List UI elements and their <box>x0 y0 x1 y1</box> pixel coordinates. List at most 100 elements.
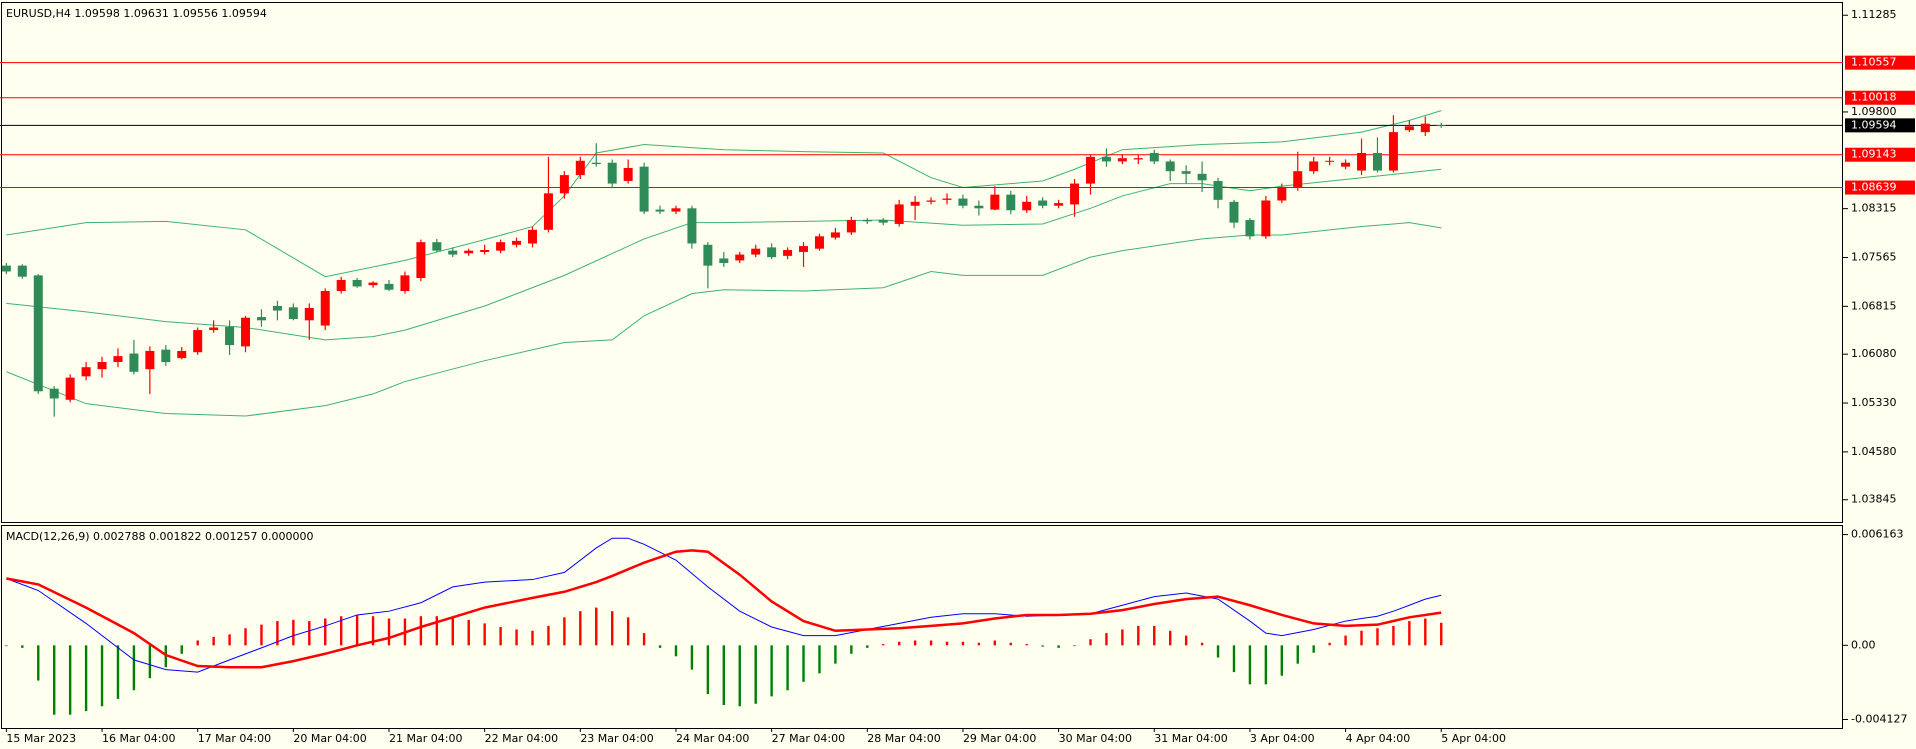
histogram-bar <box>228 634 231 646</box>
histogram-bar <box>1089 639 1092 646</box>
histogram-bar <box>754 645 757 704</box>
candle-body <box>480 249 490 252</box>
candle-body <box>687 208 697 244</box>
histogram-bar <box>642 633 646 646</box>
histogram-bar <box>1424 618 1427 646</box>
candle-body <box>129 353 139 372</box>
histogram-bar <box>387 618 391 646</box>
histogram-bar <box>547 625 550 646</box>
candle-body <box>1006 194 1016 211</box>
histogram-bar <box>834 645 837 664</box>
histogram-bar <box>1328 642 1331 646</box>
candle-body <box>575 160 585 176</box>
histogram-bar <box>435 616 439 646</box>
candle-body <box>926 200 936 202</box>
y-tick-label: 1.06080 <box>1851 347 1897 360</box>
histogram-bar <box>355 614 359 646</box>
candle-body <box>1229 201 1239 223</box>
histogram-bar <box>770 645 773 697</box>
candle-body <box>783 249 793 256</box>
histogram-bar <box>1057 645 1060 648</box>
candle-body <box>464 250 474 254</box>
price-level-label: 1.08639 <box>1851 181 1897 194</box>
candle-body <box>735 254 745 261</box>
candle-body <box>1181 171 1191 174</box>
histogram-bar <box>706 645 710 695</box>
candle-body <box>1309 161 1319 172</box>
histogram-bar <box>1105 633 1108 646</box>
histogram-bar <box>897 641 901 646</box>
candle-body <box>894 204 904 224</box>
candle-body <box>1261 200 1271 237</box>
histogram-bar <box>993 640 997 646</box>
x-tick-label: 3 Apr 04:00 <box>1250 732 1315 745</box>
price-title: EURUSD,H4 1.09598 1.09631 1.09556 1.0959… <box>6 7 267 20</box>
candle-body <box>814 236 824 249</box>
histogram-bar <box>1041 645 1044 647</box>
histogram-bar <box>866 645 869 648</box>
candle-body <box>703 244 713 266</box>
candle-body <box>1070 183 1080 205</box>
candle-body <box>751 248 761 255</box>
candle-body <box>1085 156 1095 184</box>
histogram-bar <box>1360 630 1363 646</box>
histogram-bar <box>212 636 215 646</box>
histogram-bar <box>196 640 199 646</box>
x-tick-label: 17 Mar 04:00 <box>198 732 271 745</box>
histogram-bar <box>563 617 566 646</box>
histogram-bar <box>961 641 965 646</box>
y-tick-label: 1.11285 <box>1851 8 1897 21</box>
candle-body <box>719 258 729 264</box>
histogram-bar <box>324 618 327 646</box>
candle-body <box>272 305 282 311</box>
histogram-bar <box>116 645 120 699</box>
plot-layer: 1.11285 1.09800 1.08315 1.07565 1.06815 1.060… <box>0 8 1915 745</box>
histogram-bar <box>1137 625 1140 646</box>
current-price-label-box <box>1845 118 1915 133</box>
candle-body <box>1117 158 1127 162</box>
candle-body <box>320 291 330 326</box>
histogram-bar <box>483 623 486 646</box>
y-tick-label: 1.04580 <box>1851 445 1897 458</box>
histogram-bar <box>37 645 40 681</box>
candle-body <box>1420 123 1430 133</box>
candle-body <box>942 198 952 200</box>
histogram-bar <box>467 619 470 646</box>
candle-body <box>1293 171 1303 188</box>
candle-body <box>878 220 888 223</box>
histogram-bar <box>515 629 518 646</box>
y-tick-label: 0.00 <box>1851 638 1876 651</box>
histogram-bar <box>738 645 741 707</box>
candle-body <box>225 326 235 346</box>
histogram-bar <box>1408 621 1411 646</box>
price-level-label-box <box>1845 147 1915 162</box>
price-level-label-box <box>1845 180 1915 195</box>
candle-body <box>543 193 553 230</box>
candle-body <box>17 265 27 277</box>
candle-body <box>862 220 872 222</box>
histogram-bar <box>1392 625 1395 646</box>
macd-line <box>6 537 1442 673</box>
candle-body <box>1101 156 1111 162</box>
x-tick-label: 23 Mar 04:00 <box>580 732 653 745</box>
candle-body <box>49 388 59 399</box>
price-panel-frame <box>1 2 1843 523</box>
candle-body <box>846 220 856 233</box>
x-tick-label: 28 Mar 04:00 <box>867 732 940 745</box>
candle-body <box>65 377 75 400</box>
candle-body <box>1277 187 1287 201</box>
histogram-bar <box>276 621 279 646</box>
histogram-bar <box>531 630 534 646</box>
histogram-bar <box>802 645 805 682</box>
candle-body <box>1165 161 1175 172</box>
y-tick-label: -0.004127 <box>1851 712 1907 725</box>
histogram-bar <box>100 645 104 707</box>
histogram-bar <box>1264 645 1268 685</box>
histogram-bar <box>1216 645 1220 658</box>
current-price-label: 1.09594 <box>1851 118 1897 131</box>
candle-body <box>655 209 665 212</box>
histogram-bar <box>148 645 152 679</box>
histogram-bar <box>818 645 821 674</box>
histogram-bar <box>929 640 933 646</box>
